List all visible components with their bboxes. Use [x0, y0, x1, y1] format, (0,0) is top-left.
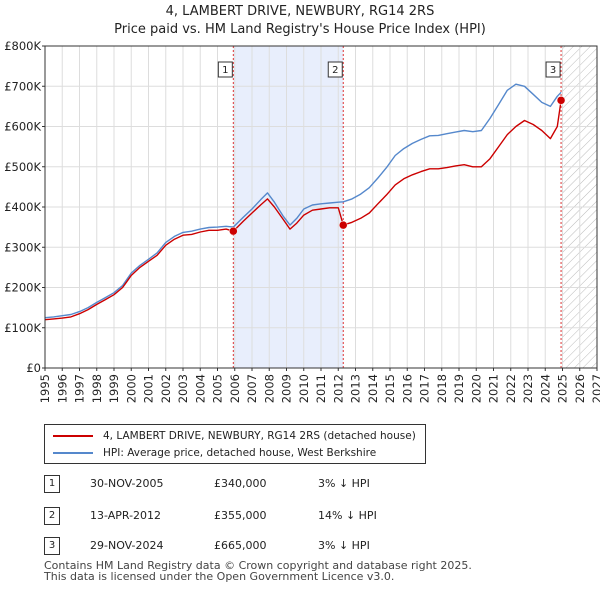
sale-label-text: 1 [222, 65, 228, 76]
x-tick-label: 2009 [280, 374, 294, 403]
x-tick-label: 2015 [383, 374, 397, 403]
sale-price: £665,000 [214, 539, 267, 552]
x-tick-label: 2007 [245, 374, 259, 403]
y-tick-label: £600K [4, 120, 41, 134]
legend-item-hpi: HPI: Average price, detached house, West… [53, 445, 376, 461]
sale-hpi-diff: 3% ↓ HPI [318, 539, 370, 552]
x-tick-label: 2018 [435, 374, 449, 403]
sale-label-box [545, 61, 561, 78]
x-tick-label: 2006 [228, 374, 242, 403]
x-tick-label: 2027 [590, 374, 600, 403]
sale-point [556, 96, 566, 105]
sale-point [339, 220, 348, 230]
x-tick-label: 2013 [349, 374, 363, 403]
legend-swatch-hpi [53, 452, 93, 454]
legend-item-property: 4, LAMBERT DRIVE, NEWBURY, RG14 2RS (det… [53, 428, 416, 444]
x-tick-label: 2004 [193, 374, 207, 403]
sale-label-text: 3 [550, 65, 556, 76]
x-tick-label: 2012 [331, 374, 345, 403]
legend-swatch-property [53, 435, 93, 437]
x-tick-label: 2003 [176, 374, 190, 403]
price-chart: 1 2 3 £0 £100K £200K £300K £400K £500K £600K £700… [4, 39, 600, 403]
sale-price: £340,000 [214, 477, 267, 490]
property-series-line [44, 100, 562, 321]
x-tick-label: 2025 [556, 374, 570, 403]
x-tick-label: 2008 [262, 374, 276, 403]
sale-badge: 1 [44, 475, 60, 493]
legend: 4, LAMBERT DRIVE, NEWBURY, RG14 2RS (det… [44, 424, 426, 464]
footer-licence: This data is licensed under the Open Gov… [44, 570, 395, 583]
y-tick-label: £200K [4, 281, 41, 295]
legend-label-hpi: HPI: Average price, detached house, West… [103, 447, 377, 459]
sale-row-3: 3 29-NOV-2024 £665,000 3% ↓ HPI [44, 537, 444, 555]
y-tick-label: £500K [4, 160, 41, 174]
sale-badge: 2 [44, 507, 60, 525]
x-tick-label: 2000 [124, 374, 138, 403]
x-tick-label: 2017 [418, 374, 432, 403]
sale-point [229, 226, 238, 236]
x-tick-label: 1998 [90, 374, 104, 403]
x-tick-label: 1996 [55, 374, 69, 403]
y-tick-label: £800K [4, 39, 41, 53]
sale-date: 13-APR-2012 [90, 509, 162, 522]
x-tick-label: 1999 [107, 374, 121, 403]
x-tick-label: 2002 [159, 374, 173, 403]
chart-subtitle: Price paid vs. HM Land Registry's House … [114, 22, 486, 37]
legend-label-property: 4, LAMBERT DRIVE, NEWBURY, RG14 2RS (det… [103, 430, 416, 442]
y-tick-label: £400K [4, 200, 41, 214]
x-tick-label: 2011 [314, 374, 328, 403]
sale-badge: 3 [44, 537, 60, 555]
y-tick-label: £0 [26, 361, 41, 375]
footer-copyright: Contains HM Land Registry data © Crown c… [44, 559, 472, 572]
x-tick-label: 1997 [73, 374, 87, 403]
x-tick-label: 2014 [366, 374, 380, 403]
sale-date: 29-NOV-2024 [90, 539, 164, 552]
footer: Contains HM Land Registry data © Crown c… [44, 560, 472, 582]
x-tick-label: 2005 [211, 374, 225, 403]
x-tick-label: 2010 [297, 374, 311, 403]
y-tick-label: £300K [4, 240, 41, 254]
x-tick-label: 2026 [573, 374, 587, 403]
sale-label-box [217, 61, 233, 78]
y-tick-label: £700K [4, 79, 41, 93]
x-tick-label: 2024 [538, 374, 552, 403]
hpi-series-line [44, 83, 562, 319]
x-tick-label: 2022 [504, 374, 518, 403]
chart-title: 4, LAMBERT DRIVE, NEWBURY, RG14 2RS [165, 4, 435, 19]
x-tick-label: 2020 [469, 374, 483, 403]
x-tick-label: 2021 [487, 374, 501, 403]
x-tick-label: 1995 [38, 374, 52, 403]
sale-date: 30-NOV-2005 [90, 477, 164, 490]
x-tick-label: 2019 [452, 374, 466, 403]
x-tick-label: 2001 [142, 374, 156, 403]
sale-label-text: 2 [332, 65, 338, 76]
sale-row-2: 2 13-APR-2012 £355,000 14% ↓ HPI [44, 507, 444, 525]
x-tick-label: 2023 [521, 374, 535, 403]
sale-hpi-diff: 3% ↓ HPI [318, 477, 370, 490]
sale-price: £355,000 [214, 509, 267, 522]
x-tick-label: 2016 [400, 374, 414, 403]
sale-row-1: 1 30-NOV-2005 £340,000 3% ↓ HPI [44, 475, 444, 493]
sale-hpi-diff: 14% ↓ HPI [318, 509, 377, 522]
sale-label-box [327, 61, 343, 78]
y-tick-label: £100K [4, 321, 41, 335]
